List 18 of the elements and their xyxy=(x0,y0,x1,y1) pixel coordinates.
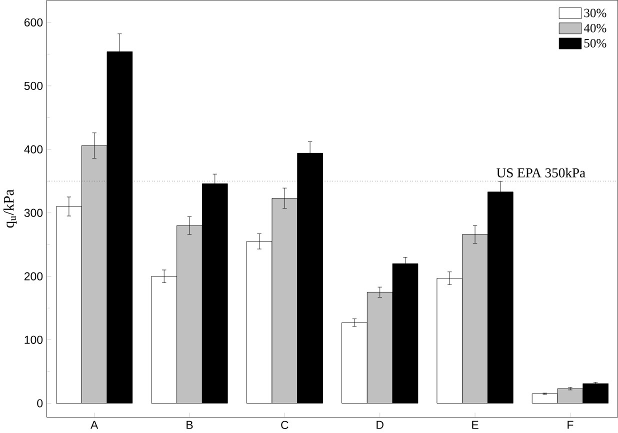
y-tick-label: 600 xyxy=(24,18,43,27)
y-tick-label: 400 xyxy=(24,146,43,154)
x-tick-label: C xyxy=(281,421,288,430)
ref-line-label: US EPA 350kPa xyxy=(496,168,586,178)
y-tick-label: 0 xyxy=(37,399,43,408)
legend-label: 50% xyxy=(584,39,606,48)
y-tick-label: 300 xyxy=(24,209,43,218)
x-tick-label: B xyxy=(186,421,193,430)
y-tick-label: 200 xyxy=(24,272,43,281)
x-tick-label: F xyxy=(568,421,574,430)
x-tick-label: E xyxy=(472,421,478,430)
legend-label: 40% xyxy=(584,24,606,33)
legend-label: 30% xyxy=(584,8,606,18)
y-tick-label: 500 xyxy=(24,82,43,90)
x-tick-label: D xyxy=(376,421,384,430)
y-tick-label: 100 xyxy=(24,336,43,344)
y-axis-title: q$_{u}$/kPa xyxy=(3,190,17,228)
x-tick-label: A xyxy=(90,421,98,430)
